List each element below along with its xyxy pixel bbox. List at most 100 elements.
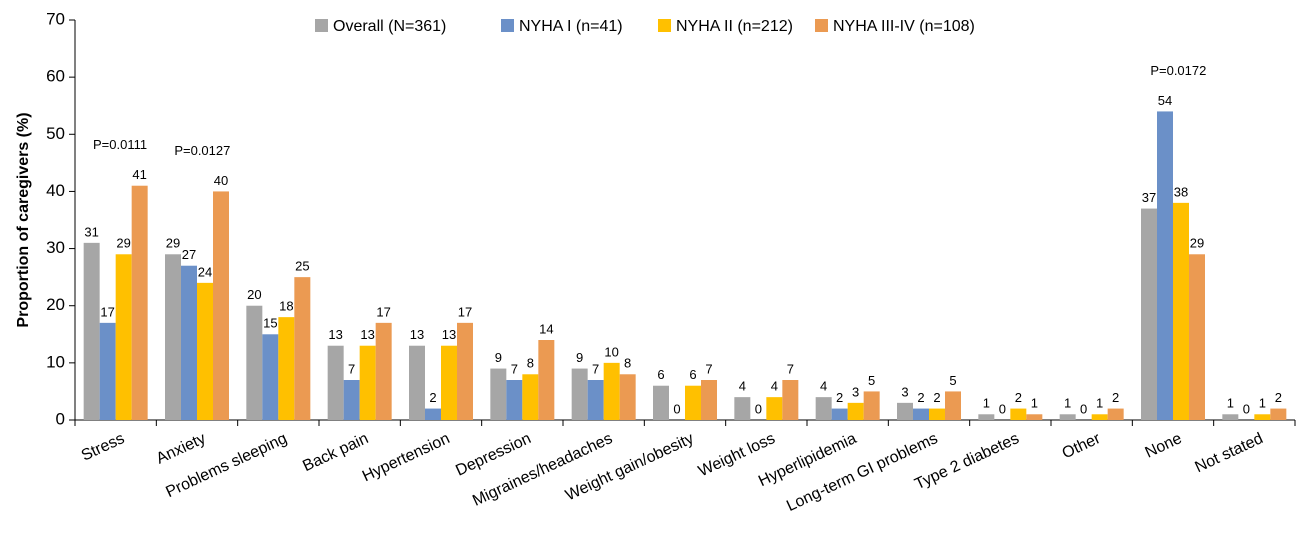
- bar: [538, 340, 555, 420]
- bar: [782, 380, 799, 420]
- data-label: 41: [132, 167, 146, 182]
- bar: [913, 408, 929, 420]
- bar: [181, 265, 197, 420]
- x-tick-label: Back pain: [300, 430, 371, 475]
- data-label: 40: [214, 173, 228, 188]
- y-tick-label: 30: [46, 238, 65, 257]
- data-label: 5: [868, 373, 875, 388]
- data-label: 54: [1158, 93, 1172, 108]
- legend-swatch: [658, 19, 671, 32]
- x-tick-label: Stress: [79, 430, 127, 465]
- y-axis-title: Proportion of caregivers (%): [15, 112, 32, 327]
- bar: [506, 380, 523, 420]
- data-label: 1: [1227, 396, 1234, 411]
- bar: [929, 408, 945, 420]
- x-tick-label: Migraines/headaches: [470, 430, 615, 510]
- bar: [587, 380, 604, 420]
- data-label: 9: [576, 350, 583, 365]
- data-label: 13: [410, 327, 424, 342]
- data-label: 7: [787, 361, 794, 376]
- bar: [945, 391, 961, 420]
- data-label: 2: [917, 390, 924, 405]
- legend-label: NYHA II (n=212): [676, 18, 793, 35]
- data-label: 37: [1142, 190, 1156, 205]
- data-label: 1: [1096, 396, 1103, 411]
- data-label: 2: [836, 390, 843, 405]
- data-label: 29: [1190, 236, 1204, 251]
- bar: [490, 368, 507, 420]
- legend-label: NYHA I (n=41): [519, 18, 623, 35]
- data-label: 8: [624, 356, 631, 371]
- data-label: 13: [360, 327, 374, 342]
- data-label: 4: [739, 379, 746, 394]
- annotation: P=0.0172: [1150, 63, 1206, 78]
- bar: [847, 402, 864, 420]
- data-label: 29: [166, 236, 180, 251]
- data-label: 1: [1064, 396, 1071, 411]
- bar: [571, 368, 588, 420]
- data-label: 5: [949, 373, 956, 388]
- bar: [1091, 414, 1108, 420]
- data-label: 18: [279, 299, 293, 314]
- data-label: 2: [1015, 390, 1022, 405]
- data-label: 2: [1112, 390, 1119, 405]
- data-label: 4: [820, 379, 827, 394]
- legend-swatch: [315, 19, 328, 32]
- data-label: 9: [495, 350, 502, 365]
- data-label: 31: [84, 224, 98, 239]
- bar: [262, 334, 279, 420]
- bar: [457, 322, 473, 420]
- bar: [734, 397, 751, 420]
- y-tick-label: 60: [46, 67, 65, 86]
- data-label: 25: [295, 259, 309, 274]
- x-tick-label: Hypertension: [360, 430, 453, 485]
- data-label: 7: [592, 361, 599, 376]
- data-label: 0: [1243, 401, 1250, 416]
- annotation: P=0.0111: [93, 137, 147, 152]
- data-label: 1: [983, 396, 990, 411]
- y-tick-label: 20: [46, 295, 65, 314]
- data-label: 7: [705, 361, 712, 376]
- bar: [441, 345, 457, 420]
- bar: [863, 391, 880, 420]
- bar: [522, 374, 539, 420]
- data-label: 13: [328, 327, 342, 342]
- bar: [619, 374, 636, 420]
- legend-swatch: [815, 19, 828, 32]
- bar: [83, 242, 100, 420]
- bar: [294, 277, 311, 420]
- x-tick-label: Anxiety: [154, 430, 209, 468]
- bar: [409, 345, 425, 420]
- bar: [1189, 254, 1205, 420]
- bar: [1141, 208, 1157, 420]
- bar: [246, 305, 263, 420]
- x-tick-label: None: [1143, 430, 1185, 462]
- data-label: 4: [771, 379, 778, 394]
- y-tick-label: 0: [56, 409, 65, 428]
- data-label: 6: [657, 367, 664, 382]
- data-label: 1: [1259, 396, 1266, 411]
- data-label: 6: [689, 367, 696, 382]
- data-label: 0: [1080, 401, 1087, 416]
- data-label: 13: [442, 327, 456, 342]
- data-label: 29: [116, 236, 130, 251]
- data-label: 10: [604, 344, 618, 359]
- data-label: 20: [247, 287, 261, 302]
- bar: [165, 254, 181, 420]
- bar: [897, 402, 913, 420]
- bar: [343, 380, 360, 420]
- bar: [1270, 408, 1287, 420]
- y-tick-label: 40: [46, 181, 65, 200]
- bar: [131, 185, 148, 420]
- data-label: 1: [1031, 396, 1038, 411]
- bar: [978, 414, 995, 420]
- data-label: 17: [376, 304, 390, 319]
- data-label: 2: [1275, 390, 1282, 405]
- bar: [1107, 408, 1124, 420]
- x-tick-label: Long-term GI problems: [784, 430, 940, 515]
- data-label: 27: [182, 247, 196, 262]
- bar: [685, 385, 701, 420]
- legend-label: NYHA III-IV (n=108): [833, 18, 975, 35]
- bar: [425, 408, 441, 420]
